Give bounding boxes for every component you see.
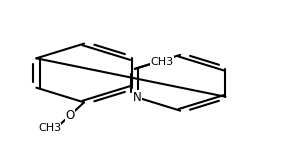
Text: CH3: CH3 bbox=[150, 57, 174, 67]
Text: N: N bbox=[133, 91, 141, 104]
Text: O: O bbox=[65, 109, 75, 122]
Text: CH3: CH3 bbox=[38, 123, 61, 133]
